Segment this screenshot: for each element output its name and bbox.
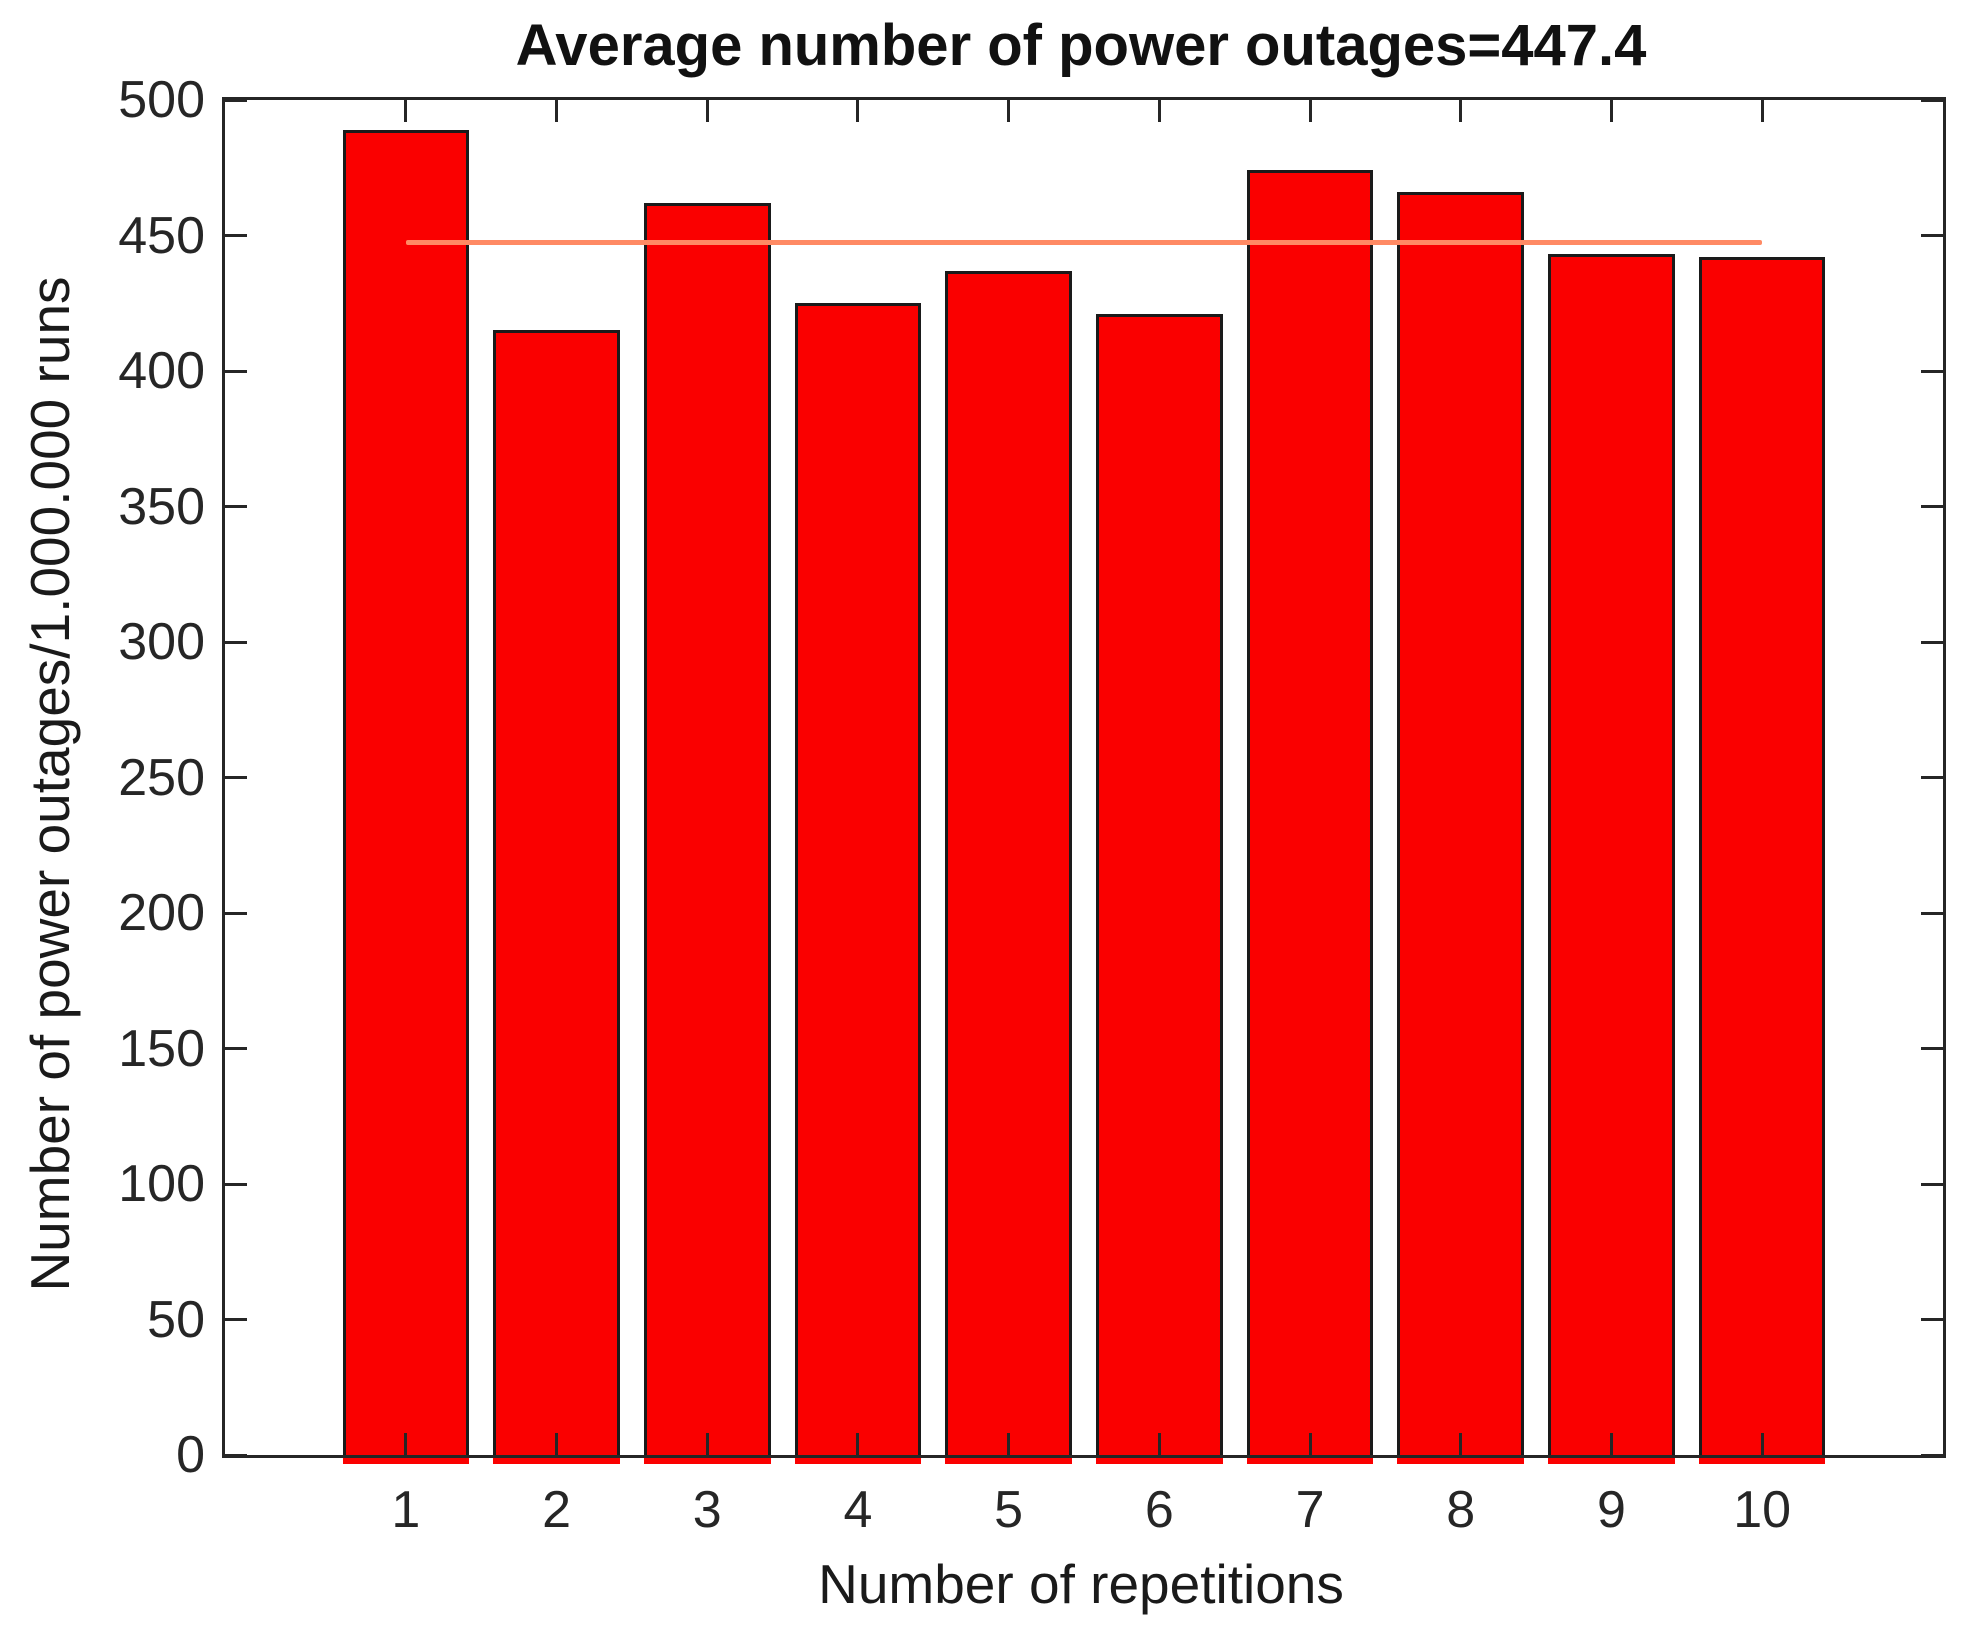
y-tick-mark	[225, 640, 247, 644]
bar	[794, 303, 922, 1455]
x-tick-mark	[555, 1433, 559, 1455]
x-tick-label: 2	[542, 1481, 571, 1539]
y-tick-mark	[225, 98, 247, 102]
y-tick-mark	[1921, 505, 1943, 508]
x-tick-mark	[1007, 100, 1011, 122]
y-tick-mark	[1921, 911, 1943, 915]
bar	[342, 129, 470, 1455]
y-tick-label: 100	[118, 1155, 205, 1213]
x-tick-mark	[1157, 100, 1161, 122]
y-tick-mark	[225, 1318, 247, 1321]
y-tick-mark	[225, 911, 247, 915]
y-tick-mark	[1921, 1453, 1943, 1457]
y-tick-mark	[1921, 98, 1943, 102]
y-tick-label: 400	[118, 342, 205, 400]
bar	[1548, 254, 1675, 1455]
bar-underhang	[1698, 1458, 1826, 1464]
y-tick-label: 0	[176, 1426, 205, 1484]
x-tick-mark	[856, 100, 860, 122]
x-tick-label: 3	[692, 1481, 722, 1539]
bar-underhang	[1096, 1458, 1223, 1464]
y-tick-label: 450	[118, 206, 205, 265]
average-line	[405, 240, 1763, 246]
x-tick-mark	[1459, 100, 1463, 122]
y-tick-mark	[1921, 1182, 1943, 1186]
bar-underhang	[794, 1458, 922, 1464]
x-tick-label: 7	[1295, 1481, 1325, 1539]
x-tick-mark	[1760, 1433, 1764, 1455]
x-tick-mark	[1308, 1433, 1312, 1455]
x-tick-mark	[404, 100, 408, 122]
bar	[945, 270, 1072, 1455]
y-tick-mark	[225, 505, 247, 508]
x-tick-label: 10	[1733, 1481, 1792, 1539]
bar	[1698, 257, 1826, 1455]
x-tick-label: 8	[1446, 1481, 1476, 1539]
x-tick-mark	[705, 100, 709, 122]
y-tick-mark	[1921, 1047, 1943, 1050]
x-tick-mark	[555, 100, 559, 122]
x-tick-mark	[404, 1433, 408, 1455]
bar-underhang	[1397, 1458, 1525, 1464]
y-tick-mark	[225, 369, 247, 373]
x-tick-label: 6	[1144, 1481, 1174, 1539]
y-tick-mark	[225, 1047, 247, 1050]
bar-underhang	[643, 1458, 771, 1464]
x-tick-mark	[1760, 100, 1764, 122]
bar	[1096, 314, 1223, 1455]
y-tick-label: 300	[118, 613, 205, 671]
chart-title: Average number of power outages=447.4	[515, 13, 1647, 78]
x-tick-mark	[1308, 100, 1312, 122]
y-tick-mark	[1921, 640, 1943, 644]
x-tick-mark	[1609, 1433, 1613, 1455]
x-tick-label: 1	[391, 1481, 421, 1539]
x-tick-mark	[705, 1433, 709, 1455]
bar-underhang	[1548, 1458, 1675, 1464]
y-tick-mark	[225, 1453, 247, 1457]
y-tick-label: 50	[147, 1290, 205, 1349]
bar	[1246, 170, 1374, 1455]
bar-underhang	[1246, 1458, 1374, 1464]
y-tick-mark	[225, 234, 247, 237]
y-tick-label: 500	[118, 71, 205, 129]
bar	[1397, 192, 1525, 1455]
x-tick-mark	[1609, 100, 1613, 122]
y-tick-mark	[1921, 234, 1943, 237]
bar	[643, 202, 771, 1455]
bar-underhang	[342, 1458, 470, 1464]
y-tick-label: 350	[118, 477, 205, 536]
x-tick-label: 5	[994, 1481, 1024, 1539]
y-tick-mark	[1921, 1318, 1943, 1321]
y-tick-mark	[225, 1182, 247, 1186]
y-tick-mark	[225, 776, 247, 779]
bar	[493, 330, 620, 1455]
y-tick-label: 200	[118, 884, 205, 942]
y-tick-mark	[1921, 776, 1943, 779]
x-tick-label: 4	[843, 1481, 873, 1539]
x-tick-mark	[1007, 1433, 1011, 1455]
x-tick-mark	[1157, 1433, 1161, 1455]
y-tick-mark	[1921, 369, 1943, 373]
x-tick-mark	[1459, 1433, 1463, 1455]
x-tick-mark	[856, 1433, 860, 1455]
y-tick-label: 150	[118, 1019, 205, 1078]
bar-underhang	[945, 1458, 1072, 1464]
bar-underhang	[493, 1458, 620, 1464]
x-tick-label: 9	[1596, 1481, 1626, 1539]
plot-area	[222, 97, 1946, 1458]
x-axis-label: Number of repetitions	[818, 1553, 1344, 1615]
y-tick-label: 250	[118, 748, 205, 807]
